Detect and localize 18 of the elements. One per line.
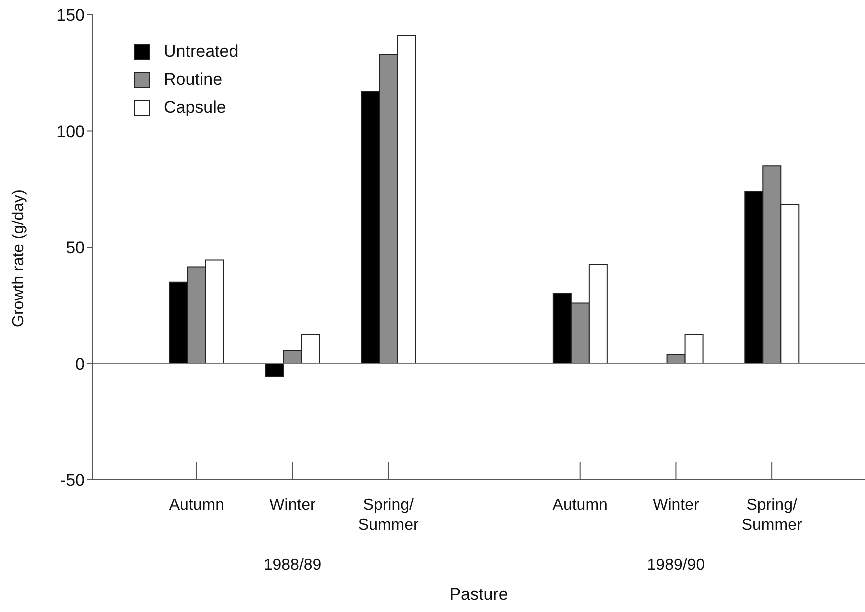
text: 1989/90 bbox=[647, 557, 706, 574]
x-tick-label: Autumn bbox=[169, 497, 224, 514]
x-tick-label: Spring/Summer bbox=[742, 497, 803, 534]
y-tick-label: 50 bbox=[66, 238, 85, 258]
y-tick-label: -50 bbox=[60, 471, 85, 490]
x-axis-title: Pasture bbox=[450, 585, 508, 604]
legend-label: Capsule bbox=[164, 98, 226, 118]
legend-label: Routine bbox=[164, 70, 223, 90]
y-axis-title: Growth rate (g/day) bbox=[10, 190, 28, 328]
x-tick-label: Winter bbox=[270, 497, 317, 514]
text: 1988/89 bbox=[264, 557, 322, 574]
y-tick-label: 0 bbox=[76, 354, 85, 374]
x-tick-label: Winter bbox=[653, 497, 700, 514]
x-tick-label: Spring/Summer bbox=[358, 497, 420, 534]
y-tick-label: 150 bbox=[56, 6, 85, 26]
legend-label: Untreated bbox=[164, 42, 239, 62]
x-tick-label: Autumn bbox=[552, 497, 608, 514]
y-tick-label: 100 bbox=[56, 122, 85, 142]
